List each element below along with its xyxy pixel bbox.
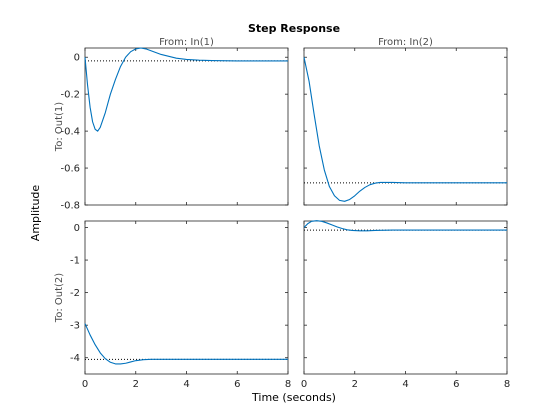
axes-box [84, 47, 289, 206]
x-tick-label: 8 [285, 379, 291, 390]
x-tick-label: 6 [234, 379, 240, 390]
x-axis-label: Time (seconds) [251, 391, 336, 404]
x-tick-label: 0 [82, 379, 88, 390]
column-label-1: From: In(1) [159, 37, 214, 48]
y-tick-label: -0.2 [60, 90, 80, 101]
x-tick-label: 4 [183, 379, 189, 390]
x-tick-label: 2 [352, 379, 358, 390]
row-label-2: To: Out(2) [54, 273, 65, 323]
x-tick-label: 4 [402, 379, 408, 390]
x-tick-label: 6 [453, 379, 459, 390]
subplot-grid: From: In(1) From: In(2) To: Out(1) To: Out(… [54, 37, 510, 390]
response-curve [84, 323, 288, 365]
axes-box [303, 47, 508, 206]
subplot-1-2 [303, 47, 508, 206]
y-axis-label: Amplitude [29, 185, 42, 242]
y-tick-label: 0 [74, 53, 80, 64]
subplot-2-2: 0 2 4 6 8 [301, 220, 510, 390]
x-tick-label: 0 [301, 379, 307, 390]
y-tick-label: 0 [74, 223, 80, 234]
y-tick-label: -3 [70, 321, 80, 332]
response-curve [303, 220, 507, 232]
response-curve [84, 47, 288, 132]
y-tick-label: -4 [70, 353, 80, 364]
axes-box [84, 220, 289, 375]
y-tick-label: -2 [70, 288, 80, 299]
row-label-1: To: Out(1) [54, 102, 65, 152]
y-tick-label: -0.6 [60, 164, 80, 175]
x-tick-label: 8 [504, 379, 510, 390]
figure-title: Step Response [248, 22, 340, 35]
subplot-2-1: 0 2 4 6 8 0 -1 -2 -3 -4 [70, 220, 291, 390]
column-label-2: From: In(2) [378, 37, 433, 48]
y-tick-label: -0.4 [60, 127, 80, 138]
response-curve [303, 57, 507, 202]
axes-box [303, 220, 508, 375]
subplot-1-1: 0 -0.2 -0.4 -0.6 -0.8 [60, 47, 289, 212]
y-tick-label: -1 [70, 256, 80, 267]
y-tick-label: -0.8 [60, 201, 80, 212]
x-tick-label: 2 [133, 379, 139, 390]
